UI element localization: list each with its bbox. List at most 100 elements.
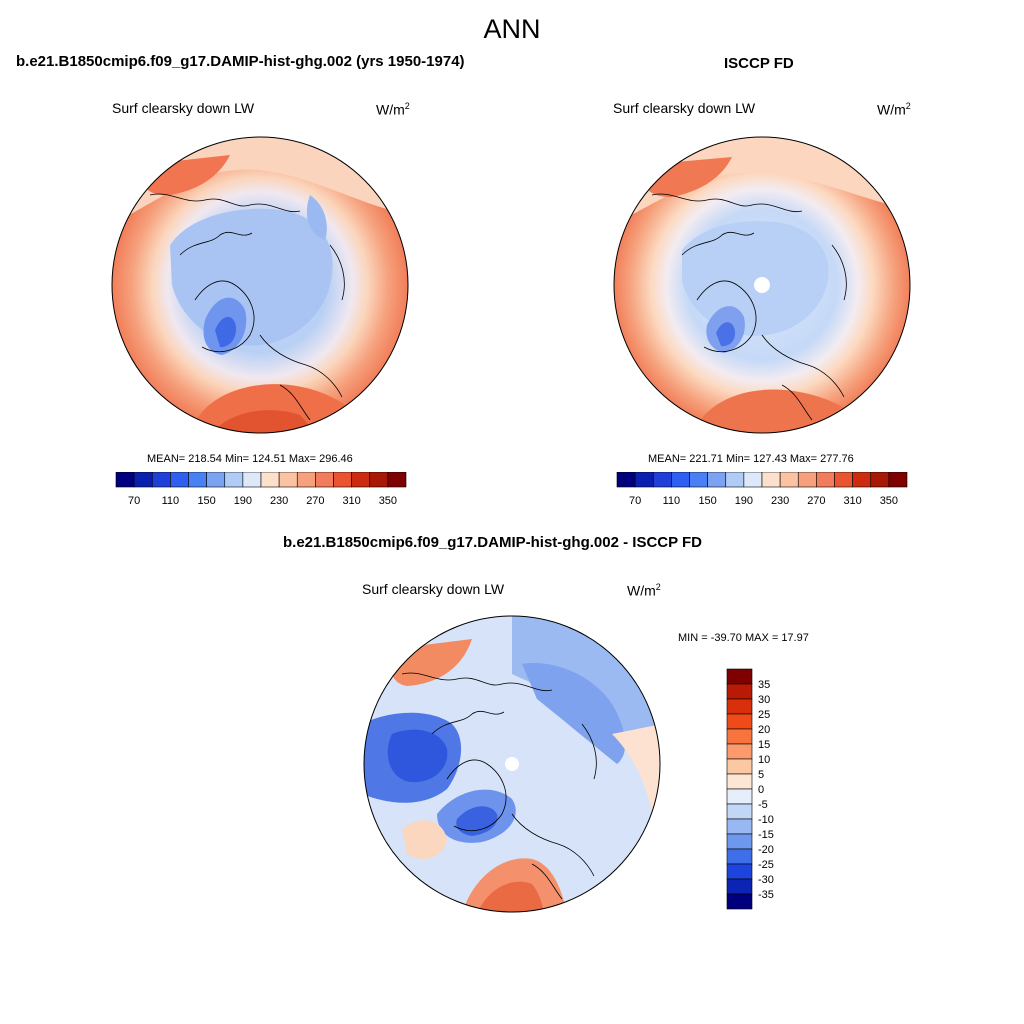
model-colorbar-box xyxy=(351,472,371,488)
obs-colorbar-tick-label: 310 xyxy=(843,495,861,507)
model-colorbar-tick-label: 270 xyxy=(306,495,324,507)
diff-colorbar-tick-label: -25 xyxy=(758,859,774,871)
model-colorbar-box xyxy=(151,472,171,488)
diff-units-label: W/m2 xyxy=(627,582,661,599)
diff-colorbar-tick-label: 30 xyxy=(758,694,770,706)
obs-colorbar-box xyxy=(671,472,690,488)
obs-colorbar-box xyxy=(888,472,908,488)
diff-colorbar-tick-label: 0 xyxy=(758,784,764,796)
diff-colorbar-tick-label: -20 xyxy=(758,844,774,856)
diff-colorbar-tick-label: -30 xyxy=(758,874,774,886)
obs-colorbar-box xyxy=(634,472,654,488)
diff-colorbar-tick-label: -15 xyxy=(758,829,774,841)
diff-colorbar-box xyxy=(726,773,753,790)
model-colorbar-box xyxy=(242,472,262,488)
obs-colorbar-box xyxy=(616,472,636,488)
obs-colorbar-box xyxy=(816,472,835,488)
obs-colorbar-box xyxy=(852,472,872,488)
diff-colorbar-box xyxy=(726,848,753,865)
model-coastlines xyxy=(149,193,345,421)
diff-colorbar-box xyxy=(726,893,753,910)
obs-colorbar-box xyxy=(652,472,672,488)
diff-coastlines xyxy=(401,672,597,900)
model-colorbar-box xyxy=(333,472,352,488)
diff-colorbar-box xyxy=(726,803,753,820)
obs-colorbar-tick-label: 150 xyxy=(698,495,716,507)
diff-colorbar-box xyxy=(726,698,753,715)
diff-colorbar-box xyxy=(726,668,753,685)
diff-colorbar-box xyxy=(726,818,753,835)
model-colorbar-box xyxy=(260,472,280,488)
model-colorbar-box xyxy=(133,472,153,488)
obs-colorbar: 70 110 150 190 230 270 310 350 xyxy=(616,472,908,507)
diff-colorbar-box xyxy=(726,728,753,745)
diff-colorbar-tick-label: -5 xyxy=(758,799,768,811)
model-panel-title: b.e21.B1850cmip6.f09_g17.DAMIP-hist-ghg.… xyxy=(16,53,465,70)
diff-colorbar-box xyxy=(726,863,753,880)
model-colorbar-box xyxy=(369,472,389,488)
diff-variable-label: Surf clearsky down LW xyxy=(362,581,505,597)
diff-colorbar-tick-label: 5 xyxy=(758,769,764,781)
model-colorbar: 70 110 150 190 230 270 310 350 xyxy=(115,472,407,507)
obs-colorbar-tick-label: 230 xyxy=(771,495,789,507)
obs-units-label: W/m2 xyxy=(877,101,911,118)
diff-colorbar-tick-label: -10 xyxy=(758,814,774,826)
model-colorbar-tick-label: 310 xyxy=(342,495,360,507)
model-colorbar-box xyxy=(188,472,207,488)
model-colorbar-box xyxy=(115,472,135,488)
diff-colorbar-box xyxy=(726,683,753,700)
obs-colorbar-box xyxy=(761,472,781,488)
model-polar-map xyxy=(111,136,409,434)
model-colorbar-tick-label: 190 xyxy=(234,495,252,507)
diff-colorbar-box xyxy=(726,713,753,730)
diff-colorbar-tick-label: 25 xyxy=(758,709,770,721)
obs-panel-title: ISCCP FD xyxy=(724,55,794,72)
diff-colorbar-box xyxy=(726,833,753,850)
diff-colorbar-box xyxy=(726,743,753,760)
diff-colorbar-tick-label: 15 xyxy=(758,739,770,751)
obs-polar-map xyxy=(613,136,911,434)
model-colorbar-box xyxy=(224,472,244,488)
obs-colorbar-tick-label: 350 xyxy=(880,495,898,507)
model-colorbar-box xyxy=(387,472,407,488)
obs-colorbar-tick-label: 110 xyxy=(663,495,681,507)
obs-colorbar-tick-label: 190 xyxy=(735,495,753,507)
obs-colorbar-box xyxy=(779,472,799,488)
obs-variable-label: Surf clearsky down LW xyxy=(613,100,756,116)
obs-colorbar-box xyxy=(707,472,727,488)
diff-colorbar-box xyxy=(726,788,753,805)
model-colorbar-box xyxy=(206,472,226,488)
diff-colorbar-tick-label: -35 xyxy=(758,889,774,901)
model-colorbar-box xyxy=(315,472,334,488)
model-variable-label: Surf clearsky down LW xyxy=(112,100,255,116)
diff-polar-map xyxy=(363,615,661,913)
model-colorbar-box xyxy=(296,472,316,488)
diff-panel-title: b.e21.B1850cmip6.f09_g17.DAMIP-hist-ghg.… xyxy=(283,534,703,551)
obs-colorbar-box xyxy=(743,472,763,488)
obs-colorbar-box xyxy=(834,472,853,488)
model-colorbar-tick-label: 70 xyxy=(128,495,140,507)
model-stats: MEAN= 218.54 Min= 124.51 Max= 296.46 xyxy=(147,453,353,465)
model-colorbar-tick-label: 230 xyxy=(270,495,288,507)
obs-colorbar-box xyxy=(725,472,745,488)
diff-colorbar-tick-label: 10 xyxy=(758,754,770,766)
model-colorbar-box xyxy=(170,472,189,488)
obs-colorbar-tick-label: 270 xyxy=(807,495,825,507)
diff-colorbar: 35 30 25 20 15 10 5 0 -5 -10 -15 -20 -25 -30 -35 xyxy=(726,668,774,910)
model-colorbar-box xyxy=(278,472,298,488)
model-colorbar-tick-label: 110 xyxy=(162,495,180,507)
obs-colorbar-box xyxy=(797,472,817,488)
diff-colorbar-tick-label: 35 xyxy=(758,679,770,691)
obs-colorbar-box xyxy=(689,472,708,488)
obs-colorbar-tick-label: 70 xyxy=(629,495,641,507)
diff-colorbar-tick-label: 20 xyxy=(758,724,770,736)
figure-title: ANN xyxy=(483,14,541,44)
diff-map-field xyxy=(364,616,660,912)
model-colorbar-tick-label: 150 xyxy=(197,495,215,507)
obs-colorbar-box xyxy=(870,472,890,488)
diff-stats: MIN = -39.70 MAX = 17.97 xyxy=(678,632,809,644)
diff-colorbar-box xyxy=(726,878,753,895)
model-colorbar-tick-label: 350 xyxy=(379,495,397,507)
obs-stats: MEAN= 221.71 Min= 127.43 Max= 277.76 xyxy=(648,453,854,465)
diff-colorbar-box xyxy=(726,758,753,775)
